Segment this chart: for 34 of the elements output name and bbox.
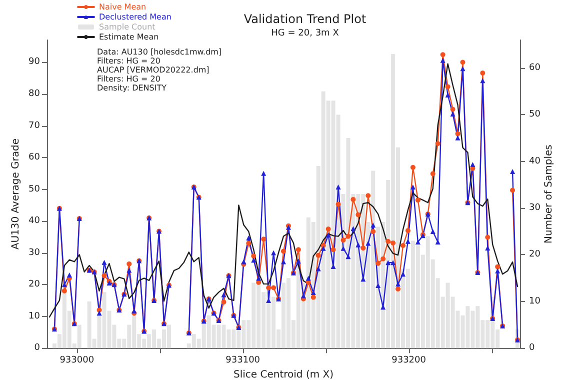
x-tick-label: 933100 xyxy=(226,356,260,366)
y-axis-title: AU130 Average Grade xyxy=(10,138,22,250)
y2-tick-label: 0 xyxy=(529,343,535,354)
legend-label: Estimate Mean xyxy=(99,32,159,42)
y-tick-label: 90 xyxy=(28,57,40,68)
x-tick-label: 933000 xyxy=(60,356,94,366)
annotation: Data: AU130 [holesdc1mw.dm] xyxy=(97,48,222,56)
y-tick-label: 80 xyxy=(28,88,40,99)
annotation: Filters: HG = 20 xyxy=(97,74,160,84)
legend-label: Sample Count xyxy=(99,22,156,32)
annotation: AUCAP [VERMOD20222.dm] xyxy=(97,66,210,74)
y-tick-label: 30 xyxy=(28,248,40,258)
y-tick-label: 60 xyxy=(28,152,40,163)
annotation: Density: DENSITY xyxy=(97,84,167,92)
chart-subtitle: HG = 20, 3m X xyxy=(271,28,339,38)
chart-title: Validation Trend Plot xyxy=(244,12,366,26)
legend-label: Declustered Mean xyxy=(99,12,172,22)
y2-tick-label: 40 xyxy=(529,156,541,166)
y2-axis-title: Number of Samples xyxy=(544,144,554,244)
y2-tick-label: 30 xyxy=(529,203,541,214)
y-tick-label: 70 xyxy=(28,120,40,131)
x-tick-label: 933200 xyxy=(392,356,426,366)
y2-tick-label: 20 xyxy=(529,250,541,260)
y-tick-label: 10 xyxy=(28,311,40,322)
y2-tick-label: 60 xyxy=(529,63,541,74)
annotation: Filters: HG = 20 xyxy=(97,56,160,66)
y-tick-label: 50 xyxy=(28,184,40,194)
y-tick-label: 20 xyxy=(28,280,40,290)
y-tick-label: 0 xyxy=(34,343,40,354)
y2-tick-label: 10 xyxy=(529,296,541,306)
y-tick-label: 40 xyxy=(28,216,40,226)
y2-tick-label: 50 xyxy=(529,110,541,120)
x-axis-title: Slice Centroid (m X) xyxy=(233,370,334,380)
legend-label: Naive Mean xyxy=(99,2,146,12)
